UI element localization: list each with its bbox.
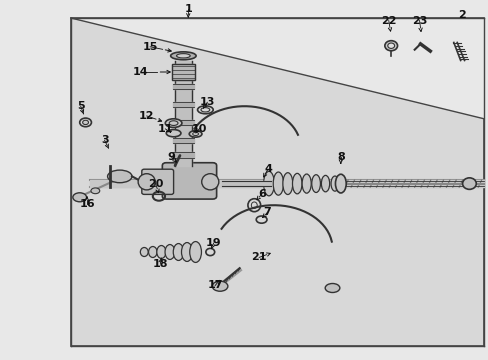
Ellipse shape bbox=[176, 54, 190, 58]
Ellipse shape bbox=[107, 170, 132, 183]
Ellipse shape bbox=[263, 171, 274, 196]
Ellipse shape bbox=[273, 172, 283, 195]
FancyBboxPatch shape bbox=[142, 169, 173, 194]
Text: 11: 11 bbox=[157, 124, 173, 134]
Text: 12: 12 bbox=[139, 111, 154, 121]
Ellipse shape bbox=[302, 174, 310, 193]
Text: 2: 2 bbox=[457, 10, 465, 20]
Bar bbox=[71, 18, 483, 346]
Ellipse shape bbox=[462, 178, 475, 189]
Text: 22: 22 bbox=[380, 15, 396, 26]
Ellipse shape bbox=[325, 284, 339, 292]
Text: 7: 7 bbox=[263, 207, 271, 217]
Text: 18: 18 bbox=[152, 258, 168, 269]
Ellipse shape bbox=[311, 175, 320, 193]
Ellipse shape bbox=[181, 243, 192, 261]
Ellipse shape bbox=[292, 174, 302, 194]
Polygon shape bbox=[71, 18, 483, 119]
Ellipse shape bbox=[335, 174, 346, 193]
Text: 4: 4 bbox=[264, 164, 271, 174]
Text: 14: 14 bbox=[133, 67, 148, 77]
Ellipse shape bbox=[170, 52, 196, 60]
Ellipse shape bbox=[140, 248, 148, 256]
Text: 8: 8 bbox=[336, 152, 344, 162]
Text: 17: 17 bbox=[207, 280, 223, 291]
Ellipse shape bbox=[91, 188, 100, 194]
Ellipse shape bbox=[201, 174, 219, 190]
Bar bbox=[171, 64, 195, 80]
Text: 9: 9 bbox=[167, 152, 175, 162]
Text: 5: 5 bbox=[77, 101, 84, 111]
Text: 10: 10 bbox=[191, 123, 207, 134]
Text: 23: 23 bbox=[411, 15, 427, 26]
Text: 20: 20 bbox=[147, 179, 163, 189]
Text: 1: 1 bbox=[184, 4, 192, 14]
Ellipse shape bbox=[384, 41, 397, 51]
Ellipse shape bbox=[189, 242, 201, 262]
Ellipse shape bbox=[166, 130, 181, 137]
Ellipse shape bbox=[212, 281, 227, 291]
Ellipse shape bbox=[173, 244, 183, 261]
Ellipse shape bbox=[330, 176, 338, 191]
Text: 16: 16 bbox=[79, 199, 95, 210]
Ellipse shape bbox=[138, 174, 155, 190]
Ellipse shape bbox=[165, 244, 175, 260]
FancyBboxPatch shape bbox=[162, 163, 216, 199]
Ellipse shape bbox=[157, 246, 165, 258]
Text: 6: 6 bbox=[258, 189, 265, 199]
Text: 3: 3 bbox=[101, 135, 108, 145]
Ellipse shape bbox=[387, 43, 394, 49]
Ellipse shape bbox=[148, 247, 157, 257]
Text: 19: 19 bbox=[205, 238, 221, 248]
Ellipse shape bbox=[282, 173, 292, 194]
Text: 15: 15 bbox=[142, 42, 158, 52]
Ellipse shape bbox=[189, 131, 202, 137]
Text: 13: 13 bbox=[199, 97, 215, 107]
Ellipse shape bbox=[321, 175, 329, 192]
Ellipse shape bbox=[73, 193, 86, 202]
Text: 21: 21 bbox=[251, 252, 266, 262]
Ellipse shape bbox=[82, 120, 88, 125]
Ellipse shape bbox=[165, 119, 182, 127]
